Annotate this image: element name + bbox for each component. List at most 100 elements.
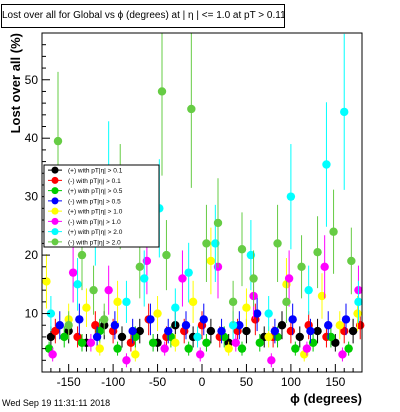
data-point [242,303,251,312]
legend-entry: (+) with pT|η| > 2.0 [68,229,123,236]
data-point [295,332,304,342]
data-point [122,297,131,307]
data-point [162,250,171,260]
data-point [228,321,238,330]
data-point [128,326,137,336]
data-point [77,338,87,347]
data-point [135,262,144,271]
chart-title: Lost over all for Global vs ϕ (degrees) … [1,4,285,28]
data-point [347,256,356,266]
legend-marker [51,187,59,195]
date-stamp: Wed Sep 19 11:31:11 2018 [2,398,111,408]
data-point [122,356,131,365]
data-point [228,297,238,307]
data-point [117,332,127,342]
axes: -150 -100 -50 0 50 100 150 10 20 30 40 50 [25,44,363,389]
y-tick-label: 10 [25,307,39,321]
x-tick-label: 100 [281,375,301,389]
data-point [160,344,169,353]
data-point [224,344,233,353]
y-tick-label: 40 [25,131,39,145]
data-point [324,321,333,330]
data-point [291,344,300,353]
data-point [140,274,149,283]
y-tick-label: 50 [25,73,39,87]
legend-entry: (+) with pT|η| > 1.0 [68,209,123,216]
data-point [42,277,51,286]
data-point [64,321,73,330]
data-point [202,338,211,347]
legend-entry: (+) with pT|η| > 0.5 [68,188,123,195]
data-point [73,280,82,289]
legend-marker [51,238,59,246]
data-point [164,326,173,336]
data-point [277,321,287,330]
data-point [211,239,220,248]
legend-marker [51,207,59,215]
data-point [264,309,273,318]
data-point [252,309,262,318]
data-point [60,332,69,342]
legend-marker [51,228,59,236]
x-tick-label: 0 [199,375,206,389]
data-point [217,326,226,336]
data-point [288,315,297,324]
series-3 [55,296,351,348]
data-point [142,256,152,266]
data-point [297,262,306,271]
data-point [264,332,273,342]
data-point [48,350,57,359]
series-7 [53,33,356,340]
legend-marker [51,197,59,205]
data-point [246,250,256,260]
data-point [286,326,296,336]
data-point [267,356,276,365]
data-point [75,315,84,324]
data-point [354,297,363,307]
plot-marks [42,33,365,368]
data-point [335,321,344,330]
data-point [82,303,91,312]
data-point [188,297,198,307]
data-point [206,256,216,266]
data-point [213,218,223,228]
data-point [344,344,353,353]
data-point [237,245,247,254]
legend: (+) with pT|η| > 0.1 (-) with pT|η| > 0.1… [43,164,160,248]
data-point [353,309,362,318]
data-point [171,338,180,347]
data-point [273,239,282,248]
data-point [171,303,180,312]
data-point [193,332,202,342]
data-point [348,326,358,336]
data-point [110,321,120,330]
data-point [86,338,96,347]
data-point [95,344,104,353]
data-point [68,268,78,277]
data-point [341,315,351,324]
data-point [313,247,322,257]
data-point [286,192,296,201]
legend-entry: (-) with pT|η| > 2.0 [68,239,121,246]
data-point [77,250,87,260]
data-point [146,315,155,324]
data-point [113,297,122,307]
x-axis-label: ϕ (degrees) [290,391,362,406]
data-point [157,87,167,96]
legend-marker [51,176,59,184]
data-point [235,321,244,330]
data-point [308,338,318,347]
data-point [322,160,331,169]
data-point [237,344,247,353]
y-tick-label: 20 [25,248,39,262]
legend-marker [51,217,59,225]
legend-entry: (-) with pT|η| > 0.1 [68,178,121,185]
data-point [135,326,144,336]
legend-entry: (+) with pT|η| > 0.1 [68,168,123,175]
data-point [255,338,264,347]
data-point [181,321,191,330]
data-point [46,332,56,342]
data-point [51,326,60,336]
data-point [202,239,211,248]
x-tick-label: -50 [149,375,167,389]
